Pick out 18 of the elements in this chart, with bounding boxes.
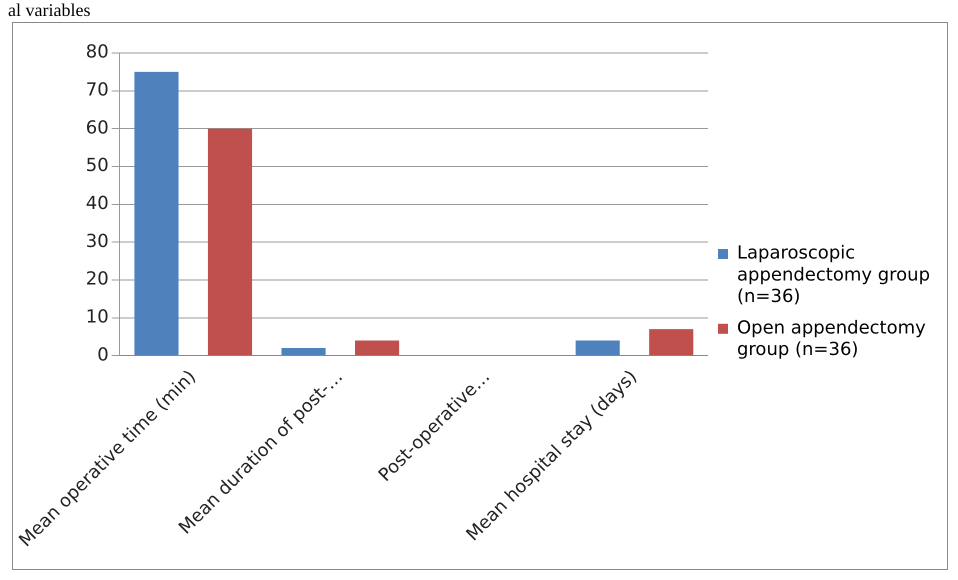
bar bbox=[281, 348, 326, 356]
bar bbox=[208, 128, 252, 356]
y-tick-label: 20 bbox=[86, 268, 109, 290]
bar bbox=[576, 340, 620, 356]
y-tick-label: 40 bbox=[86, 192, 109, 214]
y-tick-label: 80 bbox=[86, 42, 109, 63]
bar bbox=[649, 329, 694, 356]
y-tick-label: 70 bbox=[86, 79, 109, 100]
text: al variables bbox=[8, 0, 90, 21]
y-tick-label: 30 bbox=[86, 230, 109, 252]
y-tick-label: 10 bbox=[86, 306, 109, 328]
bar bbox=[134, 72, 179, 356]
y-tick-label: 60 bbox=[86, 117, 109, 138]
legend-label: Laparoscopic appendectomy group (n=36) bbox=[737, 242, 930, 307]
y-tick-label: 50 bbox=[86, 155, 109, 176]
y-tick-label: 0 bbox=[97, 344, 109, 366]
legend-label: Open appendectomy group (n=36) bbox=[737, 317, 926, 360]
bar bbox=[355, 340, 400, 356]
